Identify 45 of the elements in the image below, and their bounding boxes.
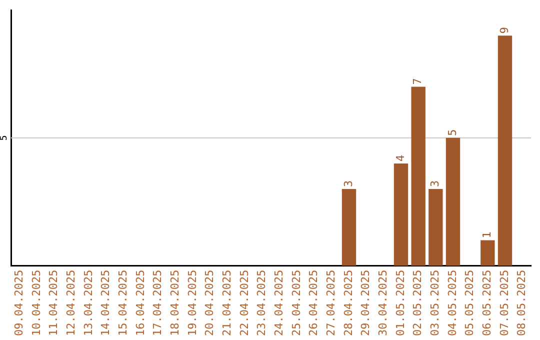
- x-tick-label: 04.05.2025: [446, 270, 459, 336]
- data-label: 3: [428, 180, 442, 188]
- x-tick-label: 08.05.2025: [515, 270, 528, 336]
- bar: [394, 163, 408, 266]
- x-tick-label: 21.04.2025: [220, 270, 234, 336]
- x-tick-label: 02.05.2025: [411, 270, 424, 336]
- data-label: 5: [446, 129, 459, 136]
- bar: [342, 189, 356, 266]
- x-tick-label: 28.04.2025: [342, 270, 355, 336]
- x-tick-label: 16.04.2025: [134, 270, 147, 336]
- x-tick-label: 20.04.2025: [203, 270, 216, 336]
- data-label: 7: [411, 78, 424, 85]
- x-tick-label: 14.04.2025: [99, 270, 112, 336]
- bar: [498, 36, 512, 266]
- bar: [428, 189, 443, 266]
- x-tick-label: 30.04.2025: [376, 270, 390, 336]
- x-tick-label: 11.04.2025: [47, 270, 60, 336]
- x-tick-label: 18.04.2025: [168, 270, 182, 336]
- x-tick-label: 26.04.2025: [307, 270, 320, 336]
- x-tick-label: 06.05.2025: [480, 270, 494, 336]
- x-tick-label: 23.04.2025: [255, 270, 268, 336]
- x-tick-label: 05.05.2025: [463, 270, 476, 336]
- x-tick-label: 17.04.2025: [151, 270, 164, 336]
- data-label: 3: [342, 180, 355, 188]
- x-tick-label: 12.04.2025: [64, 270, 78, 336]
- bar: [480, 240, 495, 266]
- x-tick-label: 24.04.2025: [272, 270, 286, 336]
- x-tick-label: 03.05.2025: [428, 270, 442, 336]
- x-tick-label: 07.05.2025: [498, 270, 511, 336]
- x-tick-label: 09.04.2025: [12, 270, 26, 336]
- x-tick-label: 15.04.2025: [116, 270, 130, 336]
- x-tick-label: 27.04.2025: [324, 270, 338, 336]
- x-tick-label: 22.04.2025: [238, 270, 251, 336]
- x-tick-label: 25.04.2025: [290, 270, 303, 336]
- x-tick-label: 19.04.2025: [186, 270, 199, 336]
- data-label: 9: [498, 26, 511, 34]
- data-label: 4: [394, 154, 407, 162]
- x-tick-label: 01.05.2025: [394, 270, 407, 336]
- bar: [411, 86, 426, 266]
- data-label: 1: [480, 232, 494, 238]
- ref-line-label: 5: [0, 135, 10, 141]
- x-tick-label: 29.04.2025: [359, 270, 372, 336]
- x-tick-label: 13.04.2025: [82, 270, 95, 336]
- bar: [446, 138, 460, 266]
- x-tick-label: 10.04.2025: [30, 270, 43, 336]
